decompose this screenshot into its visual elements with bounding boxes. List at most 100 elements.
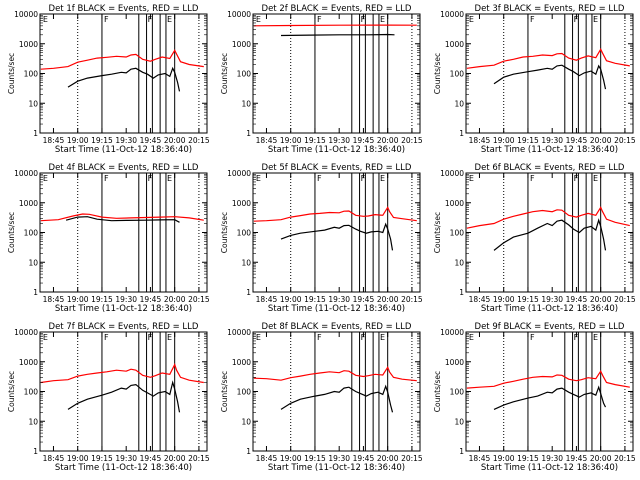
y-tick-label: 10 xyxy=(454,99,464,108)
x-tick-label: 18:45 xyxy=(469,136,491,145)
flag-letter: E xyxy=(256,15,261,24)
x-tick-label: 20:00 xyxy=(377,454,399,463)
y-axis-label: Counts/sec xyxy=(433,371,442,412)
y-tick-label: 1 xyxy=(33,447,38,456)
x-tick-label: 20:15 xyxy=(614,295,636,304)
lld-series-line xyxy=(253,206,417,222)
flag-letter: E xyxy=(43,333,48,342)
y-axis-label: Counts/sec xyxy=(220,371,229,412)
x-tick-label: 19:15 xyxy=(304,136,326,145)
flag-letter: F xyxy=(104,174,109,183)
x-tick-label: 19:30 xyxy=(541,454,563,463)
x-tick-label: 19:00 xyxy=(280,454,302,463)
flag-letter: F xyxy=(574,333,579,342)
flag-letter: F xyxy=(148,174,153,183)
x-tick-label: 19:30 xyxy=(115,454,137,463)
x-tick-label: 18:45 xyxy=(43,136,65,145)
x-tick-label: 20:15 xyxy=(401,295,423,304)
plot-frame xyxy=(252,13,421,134)
flag-letter: E xyxy=(380,15,385,24)
x-tick-label: 19:30 xyxy=(328,454,350,463)
y-tick-label: 1000 xyxy=(232,40,251,49)
y-tick-label: 10 xyxy=(28,99,38,108)
flag-letter: E xyxy=(469,15,474,24)
y-tick-label: 100 xyxy=(237,70,252,79)
y-tick-label: 1000 xyxy=(445,40,464,49)
x-tick-label: 19:45 xyxy=(353,295,375,304)
panel-title: Det 4f BLACK = Events, RED = LLD xyxy=(49,163,199,173)
x-tick-label: 19:45 xyxy=(353,454,375,463)
x-axis-label: Start Time (11-Oct-12 18:36:40) xyxy=(268,463,405,473)
x-tick-label: 18:45 xyxy=(43,295,65,304)
x-axis-label: Start Time (11-Oct-12 18:36:40) xyxy=(55,463,192,473)
x-tick-label: 20:15 xyxy=(401,136,423,145)
y-axis-label: Counts/sec xyxy=(433,212,442,253)
x-tick-label: 19:00 xyxy=(493,136,515,145)
flag-letter: F xyxy=(361,174,366,183)
flag-letter: F xyxy=(574,15,579,24)
flag-letter: F xyxy=(317,333,322,342)
plot-frame xyxy=(39,172,208,293)
x-tick-label: 19:15 xyxy=(517,295,539,304)
plot-frame xyxy=(465,13,634,134)
y-tick-label: 100 xyxy=(237,388,252,397)
x-tick-label: 18:45 xyxy=(469,295,491,304)
flag-letter: E xyxy=(43,15,48,24)
flag-letter: F xyxy=(574,174,579,183)
x-tick-label: 19:30 xyxy=(541,136,563,145)
flag-letter: F xyxy=(361,15,366,24)
x-tick-label: 19:15 xyxy=(304,454,326,463)
x-tick-label: 20:15 xyxy=(188,136,210,145)
flag-letter: E xyxy=(167,174,172,183)
y-tick-label: 1000 xyxy=(19,40,38,49)
x-tick-label: 20:00 xyxy=(164,454,186,463)
y-tick-label: 100 xyxy=(24,388,39,397)
x-tick-label: 19:30 xyxy=(115,136,137,145)
x-tick-label: 20:00 xyxy=(590,136,612,145)
flag-letter: F xyxy=(104,333,109,342)
y-tick-label: 10 xyxy=(241,417,251,426)
panel-title: Det 1f BLACK = Events, RED = LLD xyxy=(49,4,199,14)
x-tick-label: 20:00 xyxy=(164,136,186,145)
flag-letter: E xyxy=(167,333,172,342)
panel-title: Det 5f BLACK = Events, RED = LLD xyxy=(262,163,412,173)
flag-letter: E xyxy=(469,174,474,183)
flag-letter: E xyxy=(380,333,385,342)
y-tick-label: 10000 xyxy=(440,169,464,178)
x-tick-label: 19:30 xyxy=(328,136,350,145)
lld-series-line xyxy=(40,363,204,384)
y-tick-label: 10000 xyxy=(440,328,464,337)
lld-series-line xyxy=(253,24,417,27)
plot-frame xyxy=(465,331,634,452)
x-tick-label: 20:15 xyxy=(188,454,210,463)
x-tick-label: 19:45 xyxy=(566,295,588,304)
x-tick-label: 20:00 xyxy=(377,295,399,304)
x-tick-label: 19:45 xyxy=(566,136,588,145)
x-tick-label: 20:15 xyxy=(614,454,636,463)
flag-letter: E xyxy=(256,174,261,183)
x-tick-label: 20:00 xyxy=(164,295,186,304)
y-tick-label: 1000 xyxy=(232,358,251,367)
y-tick-label: 10 xyxy=(241,258,251,267)
y-tick-label: 10 xyxy=(454,258,464,267)
flag-letter: E xyxy=(593,333,598,342)
x-tick-label: 19:45 xyxy=(566,454,588,463)
panel-title: Det 6f BLACK = Events, RED = LLD xyxy=(475,163,625,173)
y-tick-label: 1 xyxy=(246,447,251,456)
flag-letter: F xyxy=(317,174,322,183)
y-tick-label: 1 xyxy=(246,288,251,297)
x-tick-label: 19:00 xyxy=(280,136,302,145)
y-axis-label: Counts/sec xyxy=(7,53,16,94)
x-tick-label: 19:00 xyxy=(493,295,515,304)
flag-letter: F xyxy=(317,15,322,24)
events-series-line xyxy=(67,380,181,413)
x-axis-label: Start Time (11-Oct-12 18:36:40) xyxy=(481,463,618,473)
lld-series-line xyxy=(466,206,630,229)
